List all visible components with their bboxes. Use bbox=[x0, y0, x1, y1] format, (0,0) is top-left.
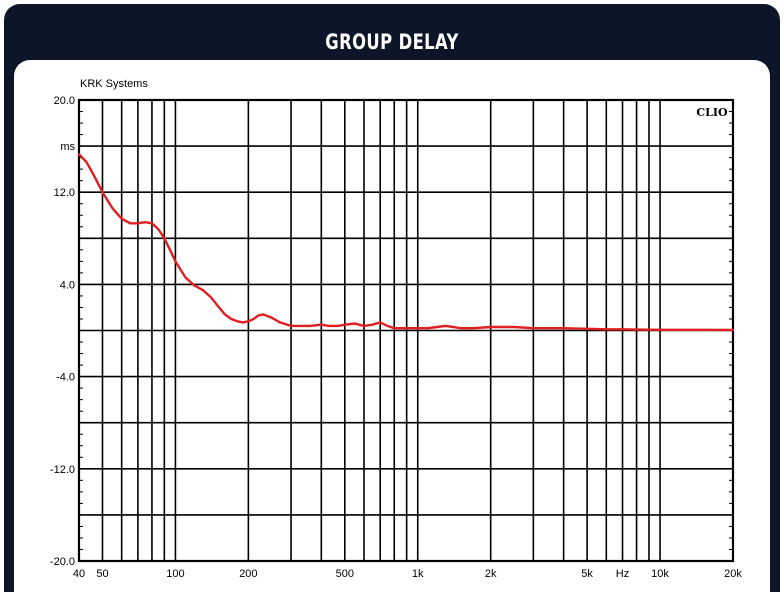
x-tick-label: 200 bbox=[239, 568, 257, 580]
x-tick-label: 40 bbox=[73, 568, 85, 580]
y-tick-label: -4.0 bbox=[56, 372, 75, 384]
y-tick-label: -12.0 bbox=[50, 464, 75, 476]
frame-right-edge bbox=[770, 60, 780, 592]
x-tick-label: 50 bbox=[96, 568, 108, 580]
grid bbox=[79, 100, 733, 561]
group-delay-series-line bbox=[77, 153, 735, 332]
series bbox=[77, 153, 735, 332]
y-tick-label: ms bbox=[60, 141, 75, 153]
clio-brand-label: CLIO bbox=[696, 106, 728, 119]
x-tick-label: 2k bbox=[485, 568, 497, 580]
x-tick-label: 500 bbox=[336, 568, 354, 580]
x-tick-label: 1k bbox=[412, 568, 424, 580]
y-tick-label: 20.0 bbox=[54, 95, 75, 107]
frame-left-edge bbox=[4, 60, 14, 592]
y-axis-ticks: 20.0 ms 12.0 4.0 -4.0 -12.0 -20.0 bbox=[50, 95, 76, 568]
x-axis-ticks: 40 50 100 200 500 1k 2k 5k Hz 10k 20k bbox=[73, 568, 742, 580]
x-tick-label: Hz bbox=[616, 568, 629, 580]
chart-title: GROUP DELAY bbox=[325, 30, 459, 54]
x-tick-label: 100 bbox=[166, 568, 184, 580]
x-tick-label: 5k bbox=[581, 568, 593, 580]
y-tick-label: -20.0 bbox=[50, 556, 75, 568]
chart-panel bbox=[14, 60, 770, 592]
y-tick-label: 4.0 bbox=[60, 279, 75, 291]
y-tick-label: 12.0 bbox=[54, 187, 75, 199]
chart-subtitle: KRK Systems bbox=[80, 78, 148, 90]
x-tick-label: 10k bbox=[651, 568, 669, 580]
x-tick-label: 20k bbox=[724, 568, 742, 580]
